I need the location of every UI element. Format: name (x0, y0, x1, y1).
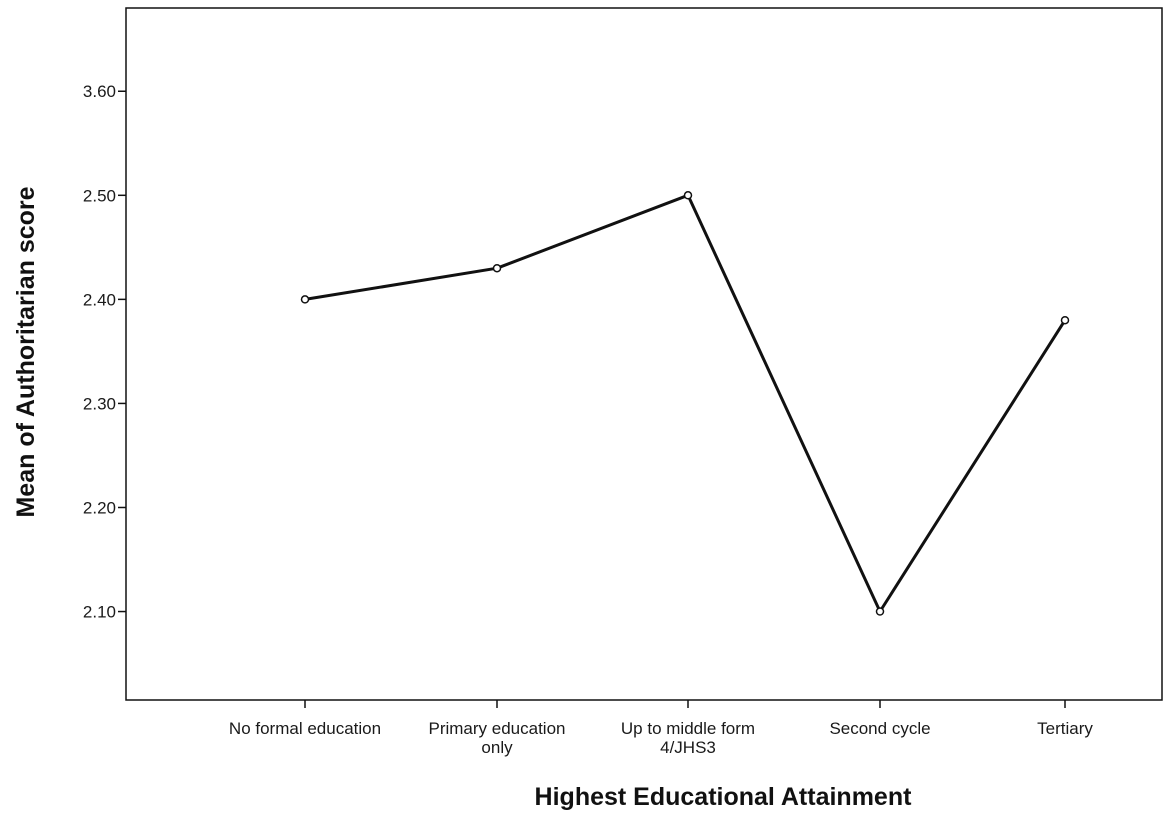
x-category-label-line: only (481, 738, 513, 757)
x-category-label-line: Up to middle form (621, 719, 755, 738)
series-line (304, 193, 1067, 613)
plot-area (125, 7, 1163, 701)
data-point (875, 607, 885, 616)
series-layer (300, 191, 1070, 616)
y-axis: 2.10 2.20 2.30 2.40 2.50 3.60 (83, 82, 126, 622)
x-category-label-line: Primary education (428, 719, 565, 738)
x-category-label-line: Second cycle (829, 719, 930, 738)
y-tick-label: 2.20 (83, 498, 116, 517)
x-category-label-line: No formal education (229, 719, 381, 738)
data-point (492, 263, 502, 273)
y-axis-title: Mean of Authoritarian score (12, 186, 40, 517)
x-category-label-line: Tertiary (1037, 719, 1093, 738)
x-category-label: Tertiary (1037, 719, 1093, 738)
y-tick-label: 2.30 (83, 394, 116, 413)
data-point (1060, 315, 1070, 325)
y-tick-label: 2.40 (83, 290, 116, 309)
data-point (683, 191, 693, 200)
y-tick-label: 3.60 (83, 82, 116, 101)
x-axis-title: Highest Educational Attainment (535, 783, 913, 811)
x-axis: No formal education Primary education only… (229, 700, 1093, 757)
x-category-label: Second cycle (829, 719, 930, 738)
x-category-label: Primary education only (428, 719, 565, 757)
y-tick-label: 2.50 (83, 186, 116, 205)
y-tick-label: 2.10 (83, 603, 116, 622)
x-category-label-line: 4/JHS3 (660, 738, 716, 757)
x-category-label: Up to middle form 4/JHS3 (621, 719, 755, 757)
x-category-label: No formal education (229, 719, 381, 738)
data-point (300, 295, 310, 304)
